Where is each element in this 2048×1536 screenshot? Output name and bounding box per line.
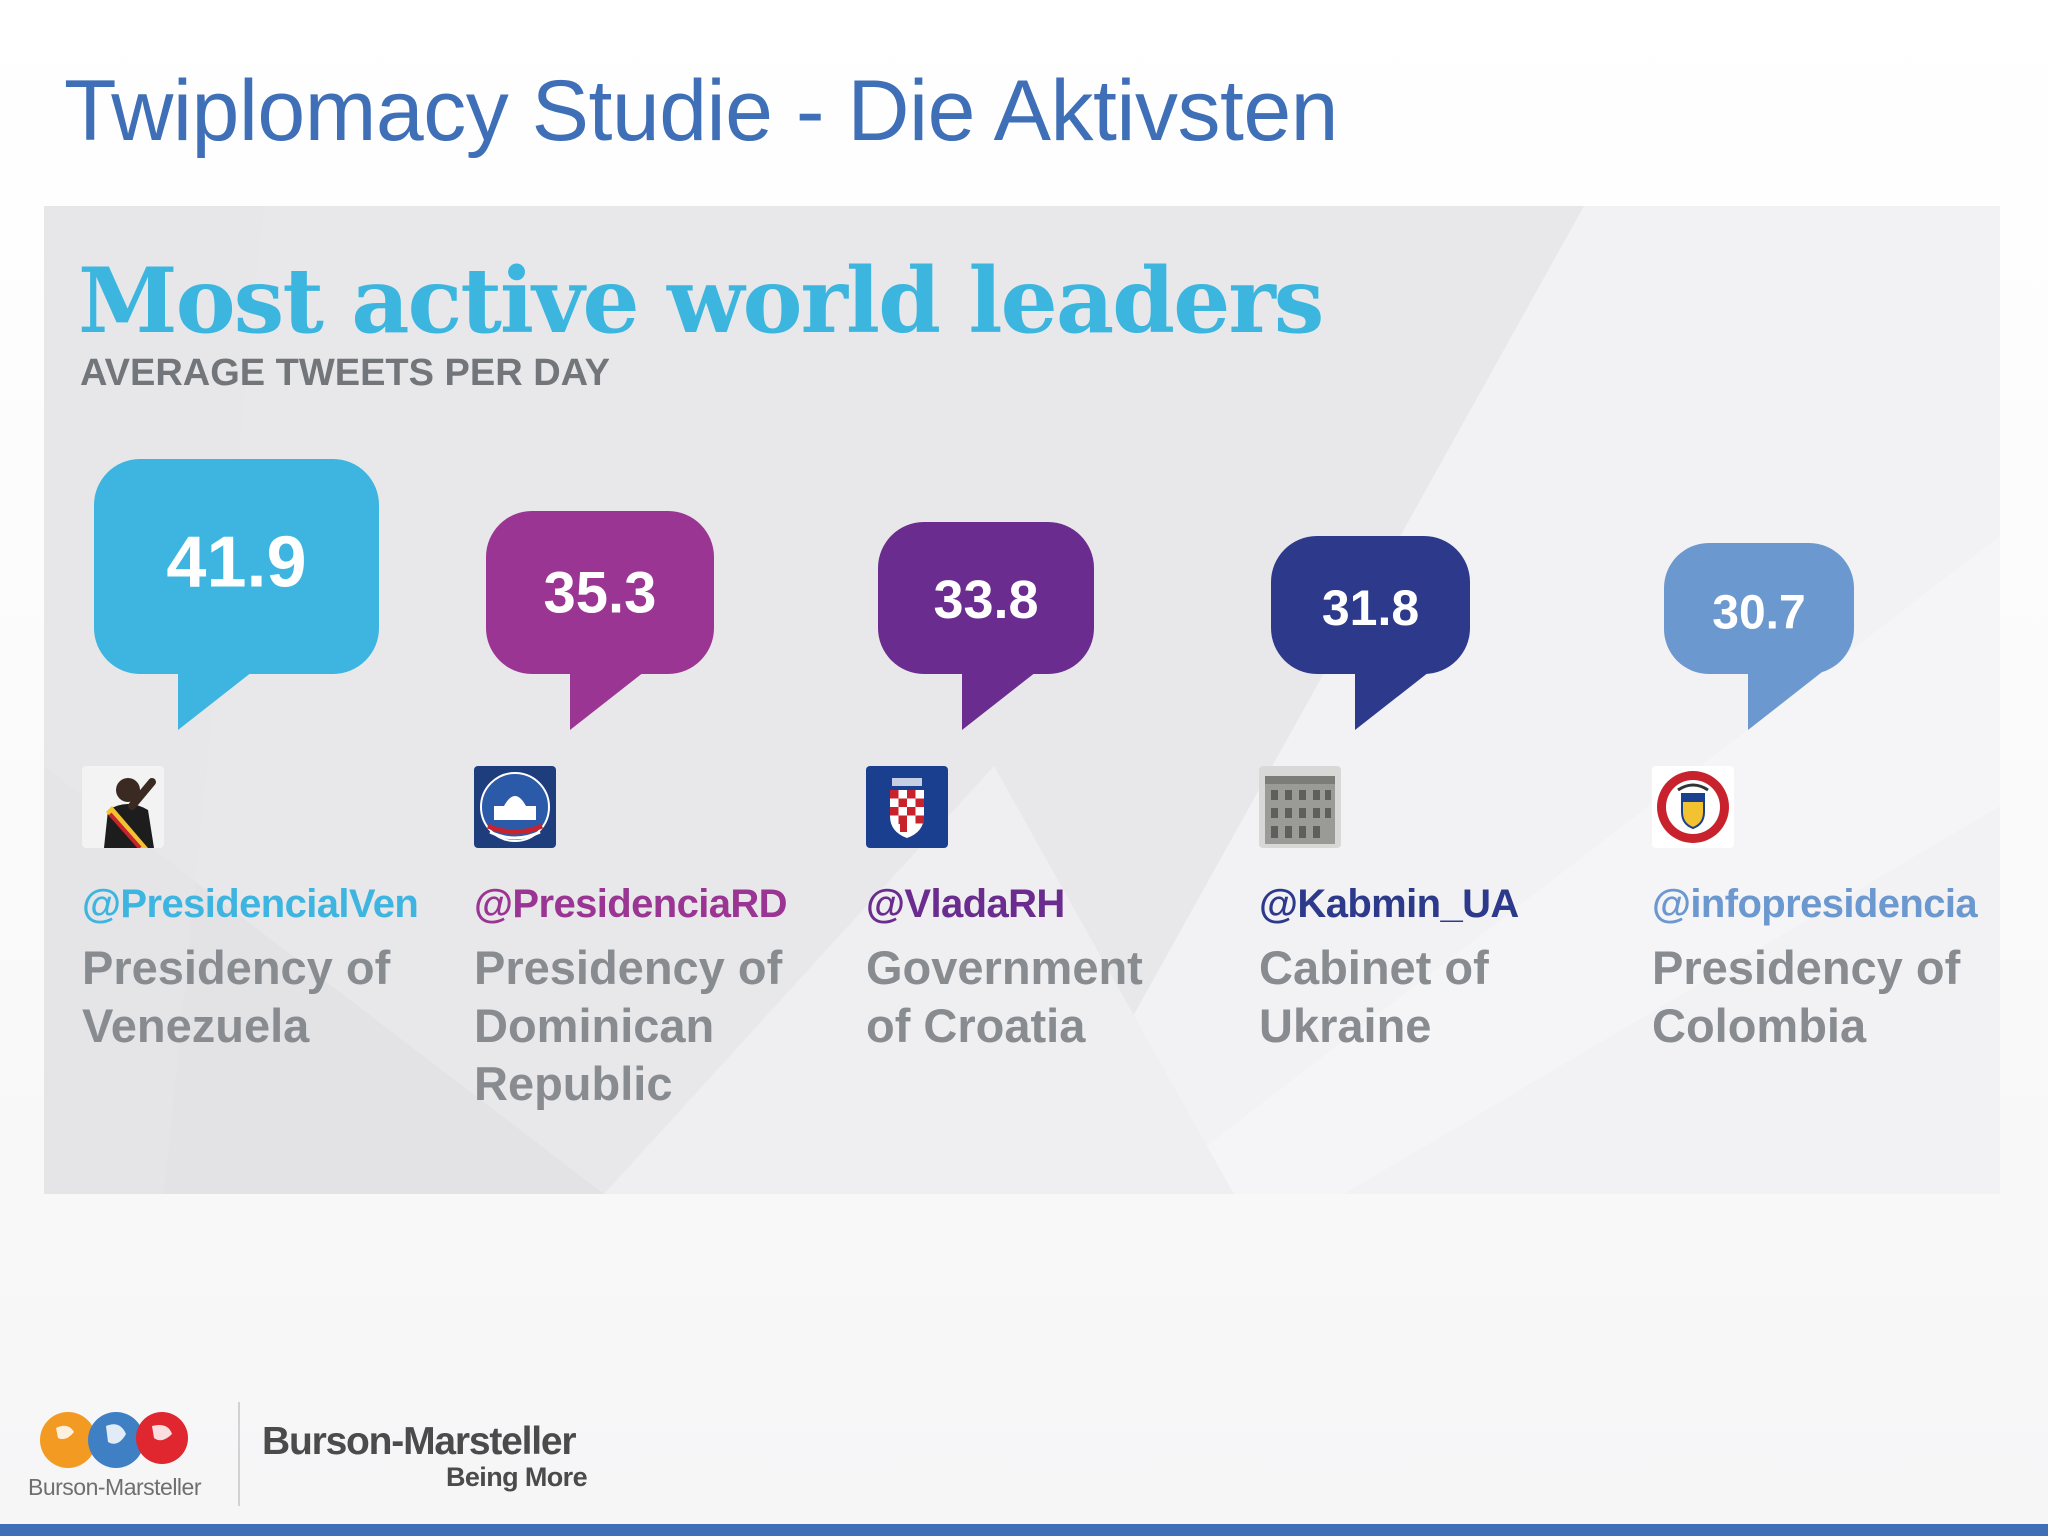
slide-title: Twiplomacy Studie - Die Aktivsten [64,63,1339,159]
chart-subtitle: AVERAGE TWEETS PER DAY [80,352,610,394]
bubble-chart: 41.9 35.3 33.8 31.8 30.7 [94,459,1854,730]
bubble-tail [1355,672,1429,730]
leader-handle[interactable]: @Kabmin_UA [1259,882,1519,926]
leader-column: @infopresidencia Presidency of Colombia [1652,766,2000,1055]
bubble-mark [1664,543,1854,674]
bubble-value-label: 31.8 [1322,580,1419,636]
bubble-value-label: 35.3 [544,561,657,626]
value-bubble: 35.3 [486,511,714,730]
leader-office: Presidency of Venezuela [82,941,391,1052]
bubble-tail [962,672,1036,730]
brand-tagline: Being More [445,1462,588,1492]
brand-wordmark: Burson-Marsteller Being More [262,1420,588,1493]
bubble-mark [1271,536,1470,674]
croatian-checkerboard-coat-of-arms-icon [866,766,948,848]
leader-office: Cabinet of Ukraine [1259,941,1489,1052]
leader-handle[interactable]: @PresidenciaRD [474,882,788,926]
bubble-mark [94,459,379,674]
leader-handle[interactable]: @infopresidencia [1652,882,1978,926]
value-bubble: 30.7 [1664,543,1854,730]
value-bubble: 33.8 [878,522,1094,730]
background-rays [44,206,2000,1194]
government-building-photo-icon [1259,766,1341,848]
three-globes-logo-icon [40,1412,188,1468]
bubble-value-label: 41.9 [166,523,306,603]
saluting-president-photo-icon [82,766,164,848]
leader-column: @PresidencialVen Presidency of Venezuela [82,766,442,1055]
leader-column: @PresidenciaRD Presidency of Dominican R… [474,766,834,1113]
burson-marsteller-logo: Burson-Marsteller [22,1398,242,1508]
colombian-coat-of-arms-seal-icon [1652,766,1734,848]
national-palace-seal-icon [474,766,556,848]
chart-title: Most active world leaders [78,248,1324,354]
bubble-tail [178,672,252,730]
value-bubble: 41.9 [94,459,379,730]
infographic-panel: Most active world leaders AVERAGE TWEETS… [44,206,2000,1194]
leader-handle[interactable]: @VladaRH [866,882,1065,926]
bubble-tail [570,672,644,730]
logo-divider [238,1402,240,1506]
bubble-mark [486,511,714,674]
leader-office: Presidency of Dominican Republic [474,941,783,1110]
bubble-value-label: 33.8 [933,570,1038,630]
brand-name: Burson-Marsteller [262,1420,577,1463]
leader-column: @Kabmin_UA Cabinet of Ukraine [1259,766,1619,1055]
leader-office: Presidency of Colombia [1652,941,1961,1052]
bubble-tail [1748,672,1822,730]
bubble-mark [878,522,1094,674]
value-bubble: 31.8 [1271,536,1470,730]
leader-handle[interactable]: @PresidencialVen [82,882,419,926]
bubble-value-label: 30.7 [1712,587,1805,640]
bottom-rule [0,1524,2048,1536]
leader-column: @VladaRH Government of Croatia [866,766,1226,1055]
logo-caption: Burson-Marsteller [28,1474,202,1500]
leader-office: Government of Croatia [866,941,1143,1052]
